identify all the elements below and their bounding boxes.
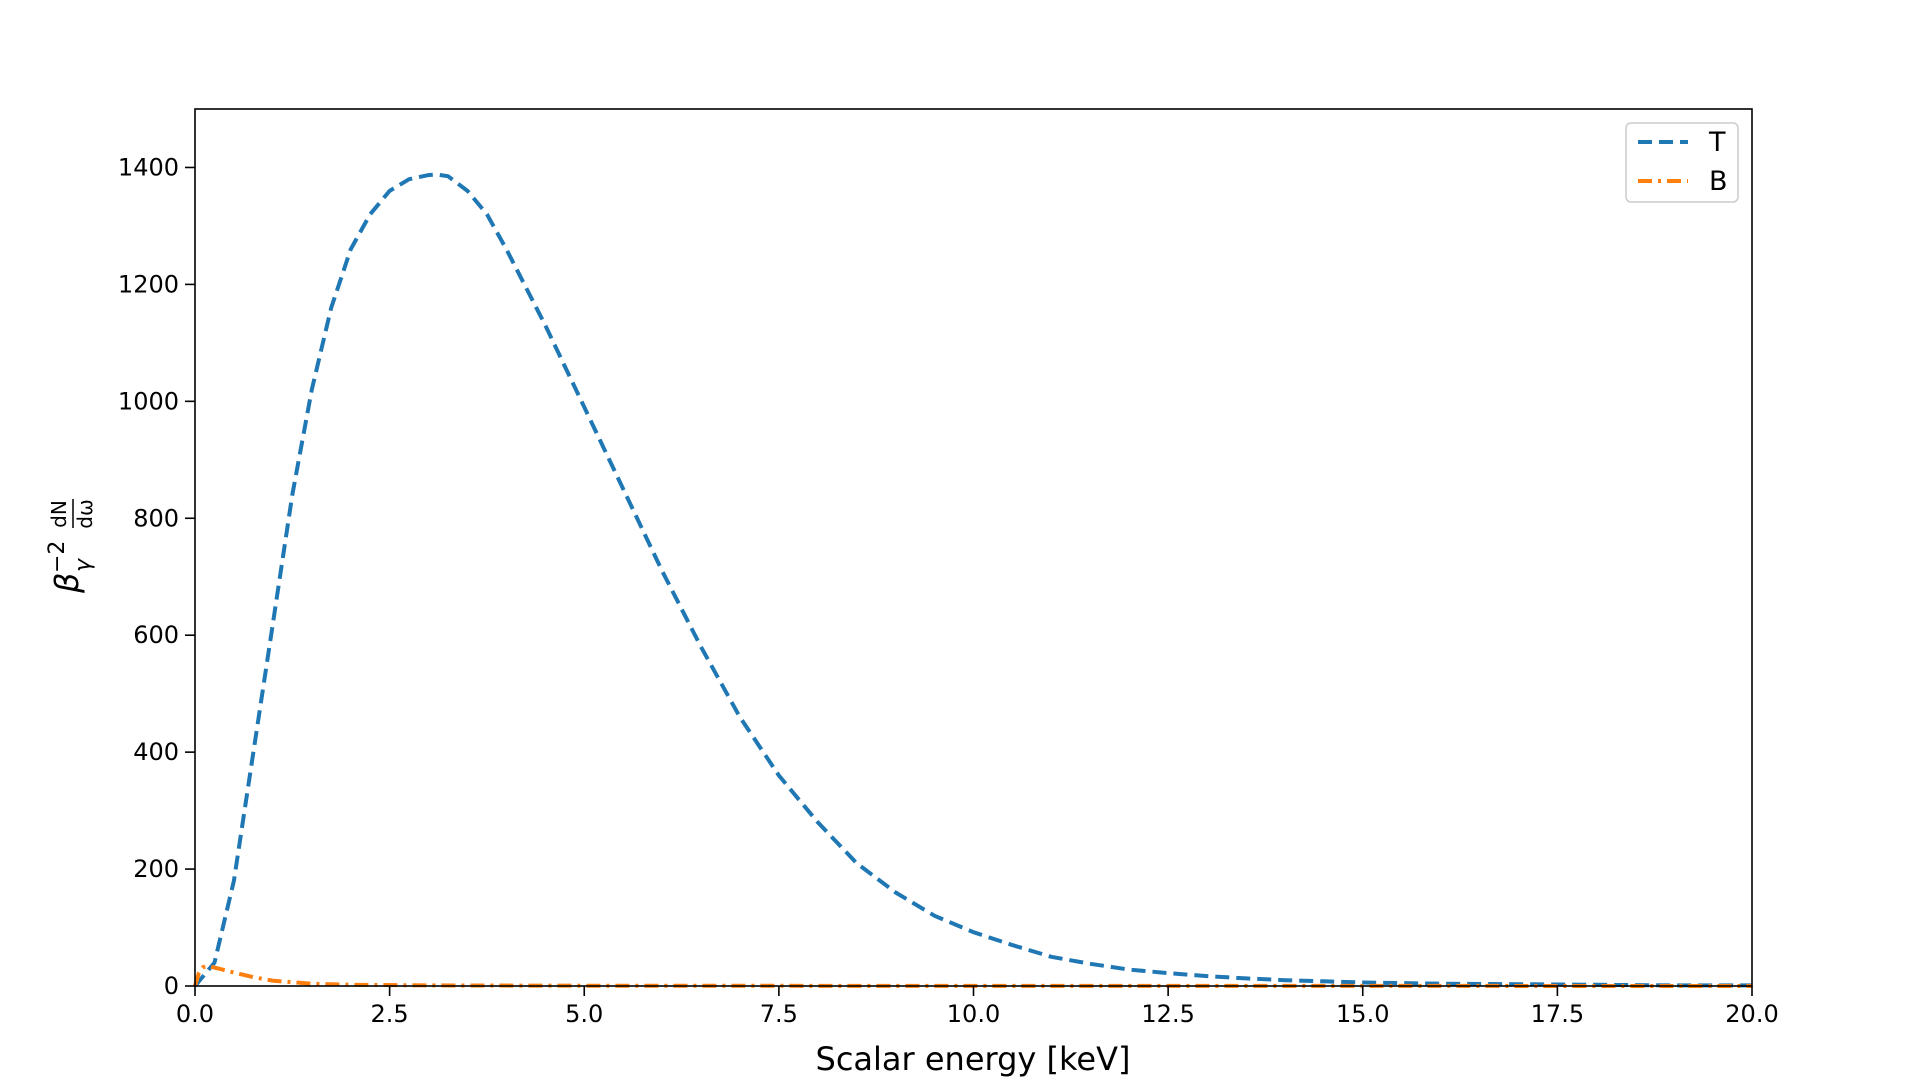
- x-tick-label: 2.5: [371, 1000, 409, 1028]
- y-tick-label: 200: [133, 855, 179, 883]
- y-tick-label: 1000: [118, 387, 179, 415]
- y-axis-label: β −2 γ dN dω: [45, 499, 97, 594]
- series-line-b: [193, 964, 1753, 988]
- y-label-denominator: dω: [73, 499, 97, 528]
- series-line-t: [193, 172, 1752, 988]
- y-label-exponent: −2: [45, 541, 70, 573]
- x-tick-label: 5.0: [565, 1000, 603, 1028]
- y-label-numerator: dN: [47, 500, 71, 528]
- y-label-subscript: γ: [71, 558, 96, 572]
- x-tick-label: 15.0: [1336, 1000, 1389, 1028]
- x-tick-label: 20.0: [1725, 1000, 1778, 1028]
- plot-area: [195, 109, 1752, 986]
- legend-label-t: T: [1708, 127, 1726, 158]
- legend-box: [1625, 122, 1739, 203]
- x-axis-label: Scalar energy [keV]: [816, 1040, 1131, 1078]
- series-layer: [193, 172, 1753, 988]
- x-tick-label: 10.0: [947, 1000, 1000, 1028]
- x-tick-label: 12.5: [1141, 1000, 1194, 1028]
- x-tick-label: 7.5: [760, 1000, 798, 1028]
- x-axis: 0.0 2.5 5.0 7.5 10.0 12.5 15.0 17.5 20.0: [176, 986, 1779, 1028]
- y-tick-label: 1400: [118, 153, 179, 181]
- legend-label-b: B: [1709, 166, 1728, 197]
- y-label-beta: β: [48, 573, 86, 594]
- y-tick-label: 800: [133, 504, 179, 532]
- x-tick-label: 17.5: [1531, 1000, 1584, 1028]
- x-tick-label: 0.0: [176, 1000, 214, 1028]
- y-tick-label: 1200: [118, 270, 179, 298]
- y-axis: 0 200 400 600 800 1000 1200 1400: [118, 153, 195, 1000]
- y-tick-label: 400: [133, 738, 179, 766]
- legend: T B: [1625, 122, 1739, 203]
- y-tick-label: 600: [133, 621, 179, 649]
- y-tick-label: 0: [164, 972, 179, 1000]
